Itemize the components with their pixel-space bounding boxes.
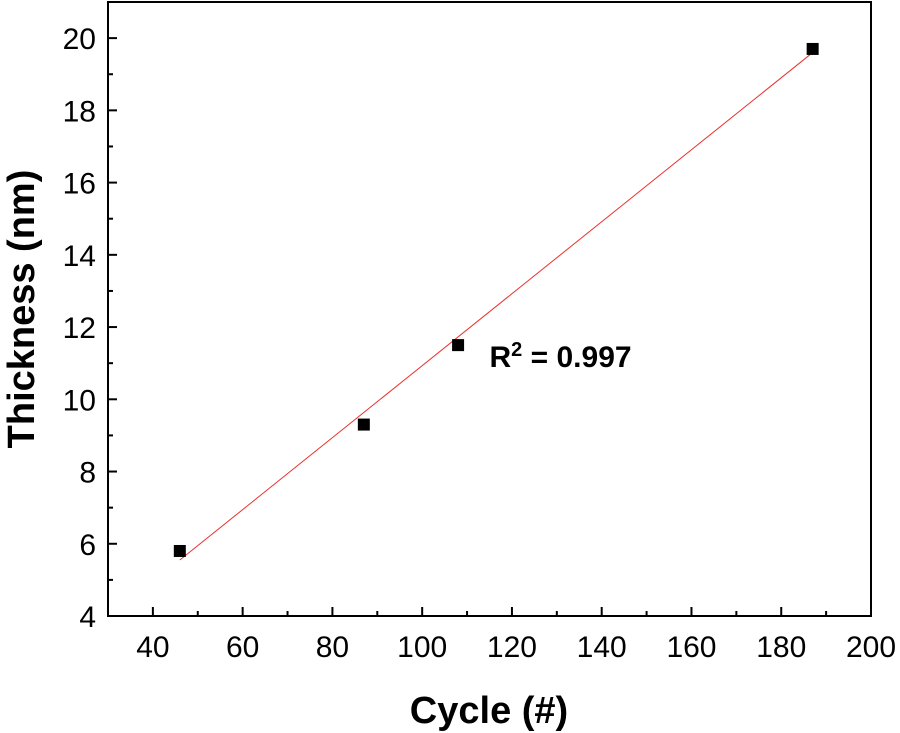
y-axis-title: Thickness (nm) [1, 170, 43, 449]
data-point-marker [173, 544, 186, 557]
y-tick-label: 10 [63, 384, 96, 417]
x-tick-label: 80 [316, 631, 349, 664]
x-tick-label: 60 [226, 631, 259, 664]
fit-line-group [179, 52, 813, 561]
y-tick-label: 8 [79, 457, 96, 490]
data-point-marker [357, 418, 370, 431]
x-tick-label: 40 [136, 631, 169, 664]
annotations: R2 = 0.997 [490, 339, 632, 374]
y-tick-label: 6 [79, 529, 96, 562]
linear-fit-line [179, 52, 813, 561]
r-squared-annotation: R2 = 0.997 [490, 339, 632, 374]
x-tick-label: 100 [397, 631, 447, 664]
y-axis-ticks: 4 6 8 10 12 14 16 18 20 [63, 23, 117, 634]
y-tick-label: 14 [63, 240, 96, 273]
x-tick-label: 200 [846, 631, 896, 664]
y-tick-label: 20 [63, 23, 96, 56]
y-tick-label: 12 [63, 312, 96, 345]
data-point-marker [806, 42, 819, 55]
data-point-marker [452, 339, 465, 352]
x-axis-ticks: 40 60 80 100 120 140 160 180 200 [136, 607, 896, 664]
x-tick-label: 140 [577, 631, 627, 664]
y-tick-label: 16 [63, 168, 96, 201]
y-tick-label: 4 [79, 601, 96, 634]
data-points [173, 42, 819, 557]
x-tick-label: 160 [666, 631, 716, 664]
x-axis-title: Cycle (#) [410, 690, 568, 732]
x-tick-label: 120 [487, 631, 537, 664]
plot-frame [107, 1, 872, 617]
x-tick-label: 180 [756, 631, 806, 664]
y-tick-label: 18 [63, 95, 96, 128]
